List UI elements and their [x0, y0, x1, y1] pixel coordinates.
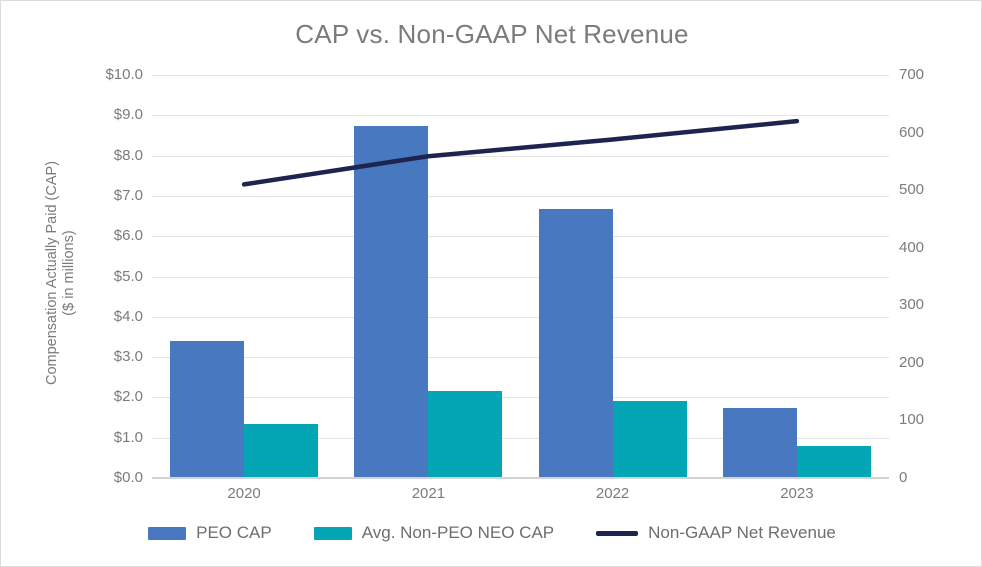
- y-axis-left-tick-label: $7.0: [113, 186, 143, 204]
- plot-area: [152, 75, 889, 479]
- y-axis-left-tick-label: $5.0: [113, 267, 143, 285]
- chart-legend: PEO CAP Avg. Non-PEO NEO CAP Non-GAAP Net …: [1, 523, 981, 543]
- legend-swatch-icon: [313, 526, 352, 540]
- revenue-line-path: [241, 118, 800, 187]
- gridline: [152, 316, 889, 318]
- y-axis-right-tick-label: 0: [899, 469, 908, 486]
- legend-item[interactable]: PEO CAP: [148, 523, 272, 543]
- y-axis-right-tick-label: 600: [899, 123, 925, 141]
- y-axis-left-tick-label: $0.0: [113, 469, 143, 486]
- y-axis-right-tick-label: 100: [899, 411, 925, 429]
- bar-peo-cap: [538, 209, 613, 477]
- legend-item[interactable]: Non-GAAP Net Revenue: [596, 523, 836, 543]
- bar-peo-cap: [722, 407, 797, 477]
- legend-item-label: Non-GAAP Net Revenue: [648, 523, 836, 542]
- y-axis-right-tick-label: 700: [899, 66, 925, 83]
- y-axis-right-tick-label: 400: [899, 238, 925, 256]
- bar-avg-non-peo-neo-cap: [612, 400, 687, 477]
- gridline: [152, 75, 889, 76]
- gridline: [152, 357, 889, 359]
- y-axis-left-tick-label: $10.0: [105, 66, 143, 83]
- gridline: [152, 195, 889, 197]
- y-axis-right-tick-label: 500: [899, 181, 925, 199]
- chart-title: CAP vs. Non-GAAP Net Revenue: [295, 19, 689, 49]
- y-axis-left-title-line1: Compensation Actually Paid (CAP): [44, 160, 60, 386]
- y-axis-right-tick-label: 300: [899, 296, 925, 314]
- gridline: [152, 115, 889, 117]
- gridline: [152, 397, 889, 399]
- bar-avg-non-peo-neo-cap: [244, 424, 319, 477]
- gridline: [152, 155, 889, 157]
- bar-avg-non-peo-neo-cap: [428, 390, 503, 477]
- bar-peo-cap: [170, 340, 245, 477]
- y-axis-right-tick-label: 200: [899, 353, 925, 371]
- y-axis-right-ticks: 700 600 500 400 300 200 100 0: [899, 67, 969, 485]
- x-axis-tick-label: 2020: [227, 485, 261, 502]
- bar-avg-non-peo-neo-cap: [796, 445, 871, 477]
- gridline: [152, 478, 889, 479]
- gridline: [152, 437, 889, 439]
- y-axis-left-tick-label: $9.0: [113, 106, 143, 124]
- y-axis-left-tick-label: $2.0: [113, 388, 143, 406]
- legend-item-label: Avg. Non-PEO NEO CAP: [361, 523, 555, 542]
- x-axis-ticks: 2020 2021 2022 2023: [152, 485, 889, 507]
- y-axis-left-tick-label: $1.0: [113, 428, 143, 446]
- bar-peo-cap: [354, 126, 429, 477]
- y-axis-left-tick-label: $8.0: [113, 146, 143, 164]
- y-axis-left-tick-label: $6.0: [113, 227, 143, 245]
- y-axis-left-tick-label: $3.0: [113, 348, 143, 366]
- legend-swatch-icon: [148, 526, 187, 540]
- x-axis-tick-label: 2021: [411, 485, 446, 502]
- y-axis-left-tick-label: $4.0: [113, 307, 143, 325]
- legend-line-icon: [596, 530, 639, 536]
- y-axis-left-ticks: $10.0 $9.0 $8.0 $7.0 $6.0 $5.0 $4.0 $3.0 $2.0 $1.…: [61, 67, 143, 485]
- legend-item-label: PEO CAP: [196, 523, 272, 542]
- x-axis-tick-label: 2022: [595, 485, 630, 502]
- gridline: [152, 276, 889, 278]
- gridline: [152, 236, 889, 238]
- x-axis-tick-label: 2023: [780, 485, 814, 502]
- legend-item[interactable]: Avg. Non-PEO NEO CAP: [313, 523, 555, 543]
- x-axis-line: [152, 477, 889, 479]
